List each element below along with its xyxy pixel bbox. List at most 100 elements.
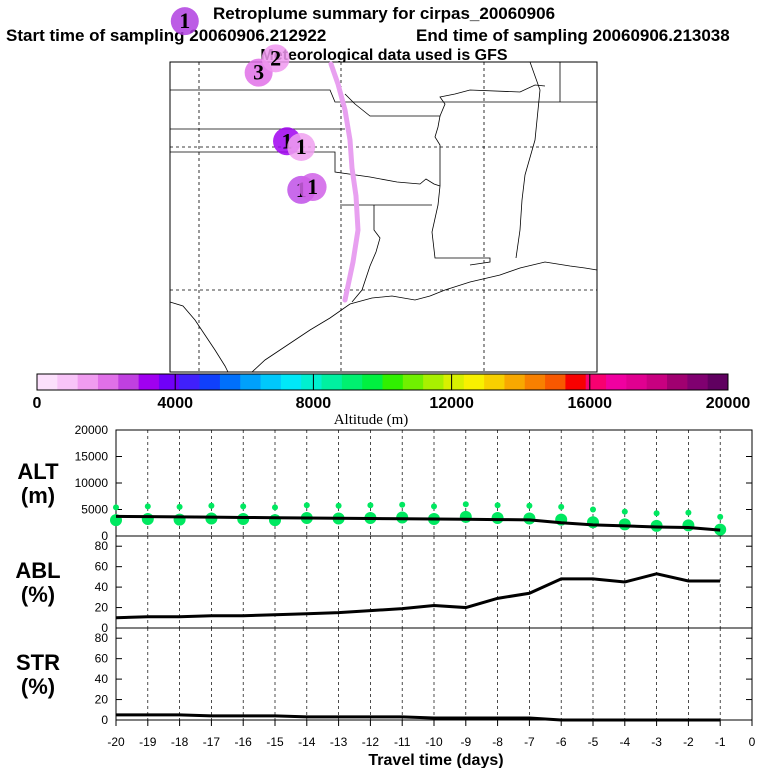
colorbar-swatch [57, 374, 79, 390]
colorbar-tick-label: 16000 [568, 395, 613, 412]
x-tick-label: 0 [749, 735, 756, 749]
alt-point-high [303, 502, 310, 509]
y-tick-label: 20 [95, 601, 109, 615]
map-marker-label-3: 1 [282, 128, 293, 153]
colorbar-swatch [301, 374, 323, 390]
colorbar-swatch [158, 374, 180, 390]
panel-frame [115, 535, 753, 629]
colorbar-swatch [341, 374, 363, 390]
colorbar-swatch [37, 374, 58, 390]
chart-title: Retroplume summary for cirpas_20060906 [212, 4, 556, 23]
y-tick-label: 20 [95, 693, 109, 707]
x-tick-label: -7 [524, 735, 535, 749]
colorbar-swatch [240, 374, 262, 390]
y-tick-label: 60 [95, 560, 109, 574]
map-marker-6 [298, 173, 327, 202]
alt-point [141, 513, 154, 526]
alt-point-high [176, 503, 183, 510]
colorbar-swatch [565, 374, 587, 390]
x-tick-label: -9 [460, 735, 471, 749]
alt-point-high [621, 508, 628, 515]
x-tick-label: -8 [492, 735, 503, 749]
colorbar-swatch [443, 374, 465, 390]
colorbar-swatch [321, 374, 343, 390]
alt-point-high [367, 502, 374, 509]
colorbar-tick-label: 8000 [296, 395, 332, 412]
start-time-label: Start time of sampling 20060906.212922 [6, 26, 327, 45]
colorbar-swatch [118, 374, 140, 390]
map-marker-1 [261, 44, 290, 73]
panel-label: ALT [17, 459, 59, 484]
map-marker-label-6: 1 [307, 174, 318, 199]
plume-track [328, 61, 361, 303]
alt-point-high [526, 502, 533, 509]
colorbar-swatch [280, 374, 302, 390]
y-tick-label: 40 [95, 672, 109, 686]
colorbar-swatch [687, 374, 709, 390]
y-tick-label: 20000 [75, 423, 109, 437]
colorbar-swatch [484, 374, 505, 390]
y-tick-label: 60 [95, 652, 109, 666]
colorbar-swatch [646, 374, 668, 390]
alt-point [682, 519, 695, 532]
colorbar-tick-label: 12000 [429, 395, 474, 412]
time-series-panels: 05000100001500020000ALT(m)020406080ABL(%… [15, 423, 755, 749]
colorbar-swatch [179, 374, 201, 390]
y-tick-label: 0 [101, 529, 108, 543]
alt-point-high [113, 504, 119, 511]
end-time-label: End time of sampling 20060906.213038 [416, 26, 730, 45]
map-markers: 3211111 [170, 7, 327, 204]
panel-str: 0 20 40 60 80 STR(%) [16, 627, 753, 727]
map-marker-label-2: 1 [179, 8, 190, 33]
alt-point [237, 513, 250, 526]
colorbar-swatch [463, 374, 485, 390]
map-marker-label-4: 1 [296, 134, 307, 159]
panel-alt: 0 5000 10000 15000 20000 ALT(m) [17, 423, 753, 543]
panel-label: STR [16, 650, 60, 675]
x-tick-label: -3 [651, 735, 662, 749]
x-tick-label: -15 [266, 735, 284, 749]
panel-unit: (%) [21, 582, 55, 607]
colorbar-swatch [138, 374, 160, 390]
alt-point-high [462, 501, 469, 508]
alt-point-high [335, 502, 342, 509]
alt-point-high [685, 509, 692, 516]
alt-point-high [717, 513, 724, 520]
y-tick-label: 80 [95, 631, 109, 645]
colorbar-swatch [260, 374, 282, 390]
alt-point-high [653, 510, 660, 517]
alt-point-high [494, 502, 501, 509]
met-data-label: Meteorological data used is GFS [260, 47, 508, 64]
y-tick-label: 0 [101, 621, 108, 635]
y-tick-label: 0 [101, 713, 108, 727]
x-tick-label: -6 [556, 735, 567, 749]
alt-point [173, 513, 186, 526]
map-marker-label-0: 3 [253, 60, 264, 85]
x-tick-label: -16 [235, 735, 253, 749]
colorbar-swatch [524, 374, 546, 390]
alt-point [269, 514, 281, 527]
colorbar-swatch [382, 374, 404, 390]
series-line-abl [115, 572, 721, 620]
map-gridlines [170, 62, 597, 372]
x-axis-label: Travel time (days) [368, 752, 503, 768]
alt-point-high [240, 503, 247, 510]
colorbar-swatch [626, 374, 648, 390]
y-tick-label: 40 [95, 580, 109, 594]
map-frame [169, 61, 598, 373]
alt-point-high [399, 501, 406, 508]
x-tick-label: -18 [171, 735, 189, 749]
x-tick-label: -17 [203, 735, 221, 749]
panel-frame [115, 627, 753, 721]
alt-point-high [431, 503, 437, 510]
series-line-alt [115, 514, 721, 532]
alt-point-high [558, 503, 565, 510]
colorbar-tick-label: 0 [33, 395, 42, 412]
map-marker-2 [170, 7, 199, 36]
colorbar-swatch [545, 374, 566, 390]
x-tick-label: -12 [362, 735, 380, 749]
x-tick-label: -13 [330, 735, 348, 749]
alt-point-high [272, 504, 278, 511]
colorbar-swatch [585, 374, 607, 390]
